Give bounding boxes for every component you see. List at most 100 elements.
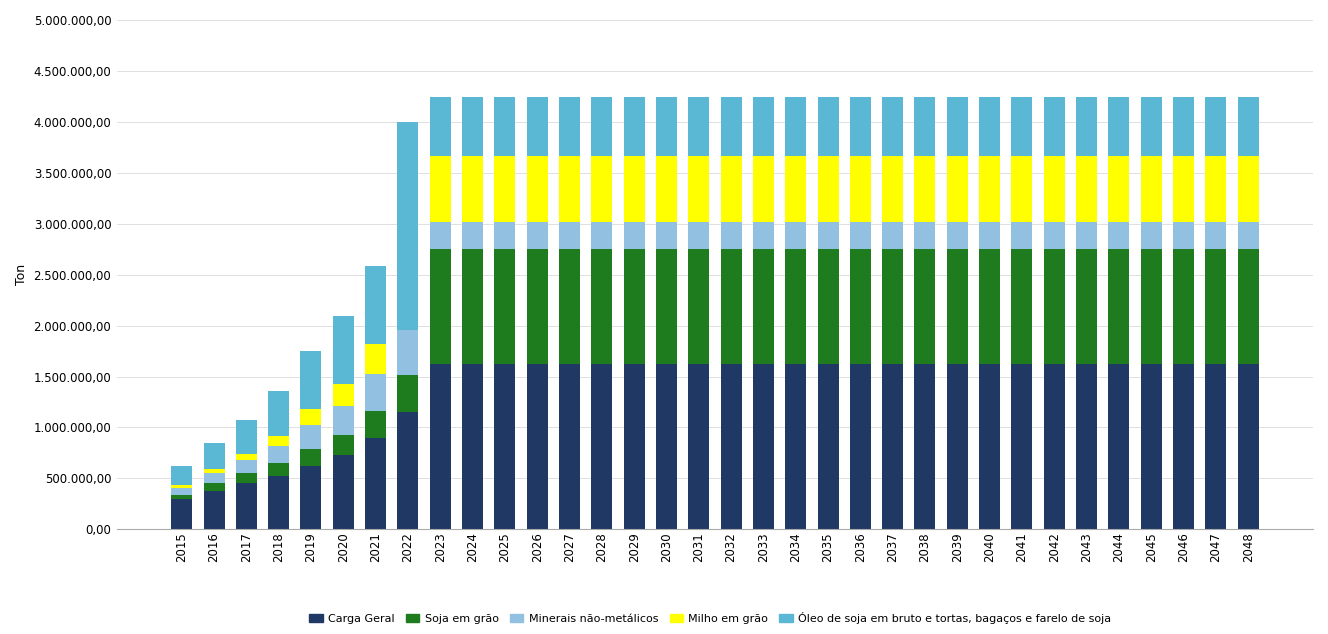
Bar — [462, 365, 483, 529]
Bar — [818, 157, 838, 222]
Bar — [1206, 249, 1226, 365]
Bar — [1238, 249, 1259, 365]
Bar — [333, 434, 353, 455]
Bar — [688, 98, 709, 157]
Bar — [268, 391, 290, 436]
Bar — [462, 249, 483, 365]
Bar — [333, 455, 353, 529]
Bar — [462, 98, 483, 157]
Bar — [1141, 365, 1162, 529]
Bar — [236, 454, 256, 460]
Bar — [236, 484, 256, 529]
Bar — [397, 375, 418, 412]
Bar — [1076, 222, 1097, 249]
Bar — [753, 98, 774, 157]
Bar — [333, 406, 353, 434]
Bar — [1238, 98, 1259, 157]
Bar — [947, 98, 968, 157]
Bar — [1141, 98, 1162, 157]
Bar — [591, 365, 612, 529]
Bar — [268, 436, 290, 446]
Bar — [333, 316, 353, 384]
Bar — [171, 495, 193, 499]
Bar — [430, 249, 450, 365]
Bar — [656, 249, 677, 365]
Bar — [430, 365, 450, 529]
Bar — [333, 384, 353, 406]
Bar — [1238, 365, 1259, 529]
Bar — [1173, 249, 1194, 365]
Bar — [591, 157, 612, 222]
Bar — [1012, 222, 1032, 249]
Bar — [624, 157, 644, 222]
Bar — [1238, 157, 1259, 222]
Bar — [850, 249, 871, 365]
Bar — [494, 365, 515, 529]
Bar — [721, 98, 741, 157]
Bar — [1206, 365, 1226, 529]
Bar — [850, 222, 871, 249]
Bar — [753, 249, 774, 365]
Bar — [1109, 157, 1129, 222]
Bar — [365, 437, 386, 529]
Bar — [979, 365, 1000, 529]
Bar — [785, 249, 806, 365]
Bar — [1044, 365, 1065, 529]
Bar — [656, 157, 677, 222]
Bar — [300, 466, 321, 529]
Bar — [688, 249, 709, 365]
Bar — [882, 222, 903, 249]
Bar — [300, 449, 321, 466]
Bar — [365, 266, 386, 344]
Bar — [979, 249, 1000, 365]
Y-axis label: Ton: Ton — [15, 264, 28, 285]
Bar — [1173, 222, 1194, 249]
Bar — [397, 122, 418, 330]
Bar — [979, 98, 1000, 157]
Bar — [656, 365, 677, 529]
Bar — [268, 446, 290, 463]
Bar — [624, 365, 644, 529]
Bar — [721, 365, 741, 529]
Bar — [1173, 98, 1194, 157]
Bar — [365, 344, 386, 375]
Bar — [1109, 222, 1129, 249]
Bar — [268, 463, 290, 476]
Bar — [688, 157, 709, 222]
Bar — [882, 249, 903, 365]
Bar — [882, 157, 903, 222]
Bar — [656, 222, 677, 249]
Bar — [203, 469, 224, 473]
Bar — [203, 473, 224, 484]
Bar — [559, 365, 580, 529]
Bar — [300, 425, 321, 449]
Bar — [753, 365, 774, 529]
Bar — [1206, 157, 1226, 222]
Bar — [1109, 249, 1129, 365]
Bar — [462, 222, 483, 249]
Bar — [559, 157, 580, 222]
Bar — [624, 249, 644, 365]
Bar — [1076, 98, 1097, 157]
Bar — [624, 222, 644, 249]
Bar — [1141, 249, 1162, 365]
Bar — [397, 330, 418, 375]
Bar — [818, 249, 838, 365]
Bar — [494, 222, 515, 249]
Bar — [1076, 157, 1097, 222]
Bar — [1206, 222, 1226, 249]
Bar — [850, 98, 871, 157]
Bar — [882, 98, 903, 157]
Bar — [753, 222, 774, 249]
Bar — [1173, 157, 1194, 222]
Bar — [818, 222, 838, 249]
Bar — [527, 157, 547, 222]
Bar — [785, 365, 806, 529]
Bar — [882, 365, 903, 529]
Bar — [527, 365, 547, 529]
Bar — [785, 98, 806, 157]
Bar — [915, 249, 935, 365]
Bar — [1044, 222, 1065, 249]
Bar — [818, 365, 838, 529]
Bar — [300, 351, 321, 409]
